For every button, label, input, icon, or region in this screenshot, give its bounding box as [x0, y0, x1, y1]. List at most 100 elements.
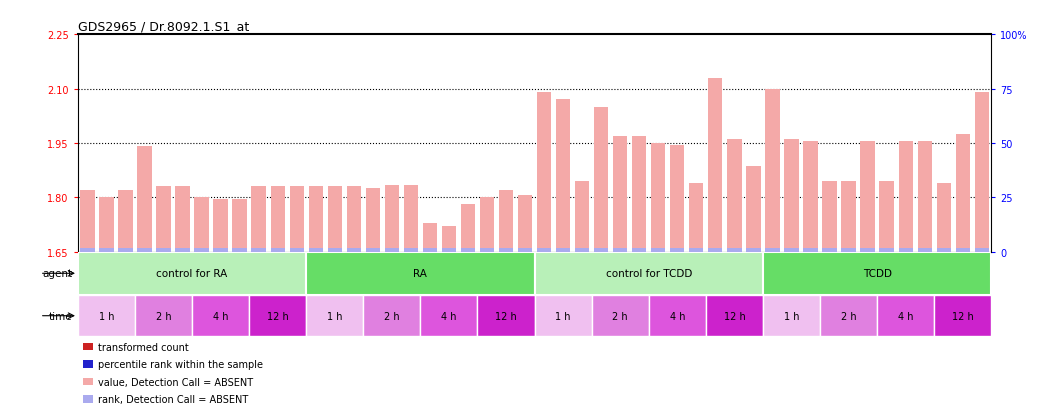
- Bar: [137, 248, 152, 252]
- Bar: [820, 295, 877, 337]
- Text: 2 h: 2 h: [156, 311, 171, 321]
- Text: RA: RA: [413, 268, 428, 279]
- Text: 12 h: 12 h: [267, 311, 289, 321]
- Bar: [175, 187, 190, 252]
- Bar: [518, 248, 532, 252]
- Bar: [592, 295, 649, 337]
- Bar: [233, 248, 247, 252]
- Bar: [137, 147, 152, 252]
- Bar: [192, 295, 249, 337]
- Bar: [251, 248, 266, 252]
- Bar: [499, 248, 513, 252]
- Text: control for TCDD: control for TCDD: [605, 268, 692, 279]
- Bar: [347, 248, 361, 252]
- Bar: [214, 248, 227, 252]
- Bar: [918, 142, 932, 252]
- Bar: [422, 223, 437, 252]
- Bar: [879, 248, 894, 252]
- Bar: [575, 248, 590, 252]
- Bar: [480, 248, 494, 252]
- Bar: [420, 295, 477, 337]
- Text: 12 h: 12 h: [723, 311, 745, 321]
- Bar: [746, 248, 761, 252]
- Text: time: time: [49, 311, 73, 321]
- Bar: [365, 189, 380, 252]
- Bar: [975, 248, 989, 252]
- Bar: [290, 187, 304, 252]
- Bar: [194, 248, 209, 252]
- Bar: [537, 93, 551, 252]
- Text: 1 h: 1 h: [784, 311, 799, 321]
- Bar: [822, 248, 837, 252]
- Text: transformed count: transformed count: [98, 342, 188, 352]
- Bar: [271, 187, 284, 252]
- Text: 12 h: 12 h: [495, 311, 517, 321]
- Bar: [100, 248, 113, 252]
- Bar: [249, 295, 306, 337]
- Bar: [936, 183, 951, 252]
- Bar: [135, 295, 192, 337]
- Bar: [877, 295, 934, 337]
- Bar: [689, 248, 704, 252]
- Bar: [157, 248, 170, 252]
- Bar: [632, 248, 647, 252]
- Bar: [422, 248, 437, 252]
- Bar: [861, 248, 875, 252]
- Bar: [956, 135, 969, 252]
- Bar: [689, 183, 704, 252]
- Text: 4 h: 4 h: [670, 311, 685, 321]
- Bar: [763, 295, 820, 337]
- Text: 12 h: 12 h: [952, 311, 974, 321]
- Bar: [594, 107, 608, 252]
- Bar: [271, 248, 284, 252]
- Text: rank, Detection Call = ABSENT: rank, Detection Call = ABSENT: [98, 394, 248, 404]
- Bar: [575, 181, 590, 252]
- Bar: [708, 248, 722, 252]
- Bar: [499, 190, 513, 252]
- Bar: [785, 248, 798, 252]
- Bar: [461, 205, 475, 252]
- Bar: [308, 187, 323, 252]
- Bar: [899, 248, 912, 252]
- Bar: [956, 248, 969, 252]
- Bar: [651, 144, 665, 252]
- Bar: [480, 198, 494, 252]
- Bar: [649, 295, 706, 337]
- Bar: [632, 136, 647, 252]
- Bar: [651, 248, 665, 252]
- Bar: [80, 190, 94, 252]
- Bar: [385, 248, 399, 252]
- Bar: [100, 198, 113, 252]
- Bar: [306, 252, 535, 295]
- Bar: [328, 187, 342, 252]
- Bar: [442, 248, 456, 252]
- Bar: [80, 248, 94, 252]
- Bar: [803, 248, 818, 252]
- Bar: [78, 252, 306, 295]
- Bar: [385, 185, 399, 252]
- Bar: [306, 295, 363, 337]
- Bar: [879, 181, 894, 252]
- Bar: [404, 248, 418, 252]
- Bar: [671, 248, 684, 252]
- Bar: [477, 295, 535, 337]
- Bar: [365, 248, 380, 252]
- Text: percentile rank within the sample: percentile rank within the sample: [98, 359, 263, 369]
- Bar: [842, 181, 855, 252]
- Bar: [461, 248, 475, 252]
- Bar: [556, 100, 570, 252]
- Bar: [157, 187, 170, 252]
- Bar: [194, 198, 209, 252]
- Bar: [785, 140, 798, 252]
- Bar: [404, 185, 418, 252]
- Text: TCDD: TCDD: [863, 268, 892, 279]
- Bar: [822, 181, 837, 252]
- Bar: [78, 295, 135, 337]
- Bar: [347, 187, 361, 252]
- Bar: [518, 196, 532, 252]
- Bar: [746, 167, 761, 252]
- Text: 4 h: 4 h: [213, 311, 228, 321]
- Bar: [918, 248, 932, 252]
- Text: 1 h: 1 h: [99, 311, 114, 321]
- Bar: [175, 248, 190, 252]
